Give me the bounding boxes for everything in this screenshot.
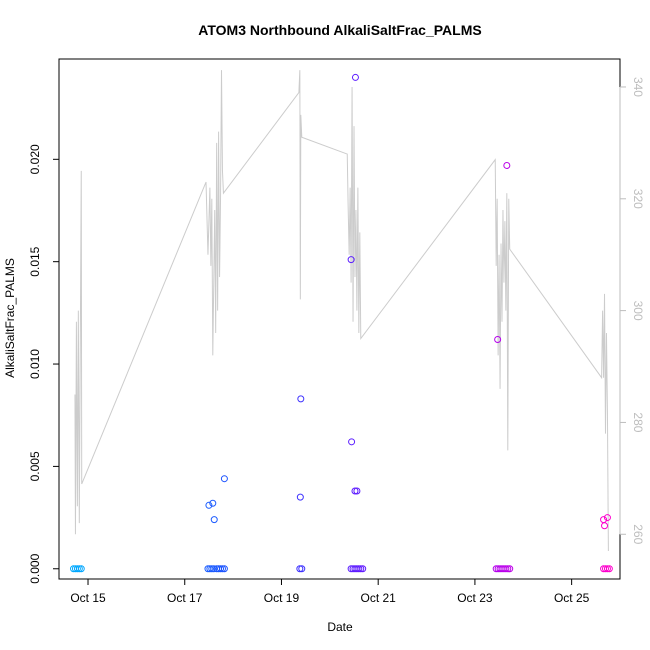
y2-tick-label: 320	[631, 189, 645, 209]
x-tick-label: Oct 23	[457, 591, 493, 605]
y2-tick-label: 260	[631, 524, 645, 544]
scatter-point	[297, 395, 305, 403]
x-tick-label: Oct 15	[70, 591, 106, 605]
scatter-point	[506, 565, 514, 573]
y-tick-label: 0.000	[28, 553, 42, 583]
scatter-point	[603, 514, 611, 522]
x-tick-label: Oct 25	[554, 591, 590, 605]
scatter-point	[503, 161, 511, 169]
scatter-point	[359, 565, 367, 573]
chart-title: ATOM3 Northbound AlkaliSaltFrac_PALMS	[198, 22, 481, 38]
scatter-point	[220, 475, 228, 483]
scatter-point	[210, 516, 218, 524]
scatter-point	[601, 522, 609, 530]
scatter-point	[603, 565, 611, 573]
y2-tick-label: 280	[631, 412, 645, 432]
x-tick-label: Oct 17	[167, 591, 203, 605]
scatter-point	[73, 565, 81, 573]
point-series	[70, 73, 613, 573]
scatter-point	[605, 565, 613, 573]
x-axis-label: Date	[327, 620, 353, 634]
scatter-point	[218, 565, 226, 573]
scatter-point	[77, 565, 85, 573]
scatter-point	[217, 565, 225, 573]
scatter-point	[348, 438, 356, 446]
y-tick-label: 0.015	[28, 246, 42, 276]
y-axis-label: AlkaliSaltFrac_PALMS	[3, 258, 17, 378]
axes: Oct 15 Oct 17 Oct 19 Oct 21 Oct 23 Oct 25 0.00…	[28, 77, 645, 605]
scatter-point	[75, 565, 83, 573]
scatter-point	[206, 565, 214, 573]
y-tick-label: 0.020	[28, 144, 42, 174]
scatter-point	[504, 565, 512, 573]
y2-tick-label: 300	[631, 301, 645, 321]
scatter-point	[351, 73, 359, 81]
x-tick-label: Oct 19	[264, 591, 300, 605]
plot-frame	[58, 58, 621, 580]
scatter-point	[220, 565, 228, 573]
scatter-point	[357, 565, 365, 573]
scatter-point	[205, 501, 213, 509]
scatter-point	[298, 565, 306, 573]
scatter-point	[502, 565, 510, 573]
scatter-point	[601, 565, 609, 573]
scatter-point	[353, 487, 361, 495]
y-tick-label: 0.010	[28, 349, 42, 379]
scatter-point	[494, 335, 502, 343]
scatter-point	[296, 493, 304, 501]
x-tick-label: Oct 21	[361, 591, 397, 605]
scatter-point	[347, 256, 355, 264]
scatter-point	[210, 565, 218, 573]
scatter-point	[208, 565, 216, 573]
scatter-point	[351, 487, 359, 495]
scatter-point	[296, 565, 304, 573]
scatter-point	[209, 499, 217, 507]
y2-tick-label: 340	[631, 77, 645, 97]
scatter-point	[355, 565, 363, 573]
y-tick-label: 0.005	[28, 451, 42, 481]
line-series	[74, 70, 609, 552]
series-line	[74, 70, 609, 552]
